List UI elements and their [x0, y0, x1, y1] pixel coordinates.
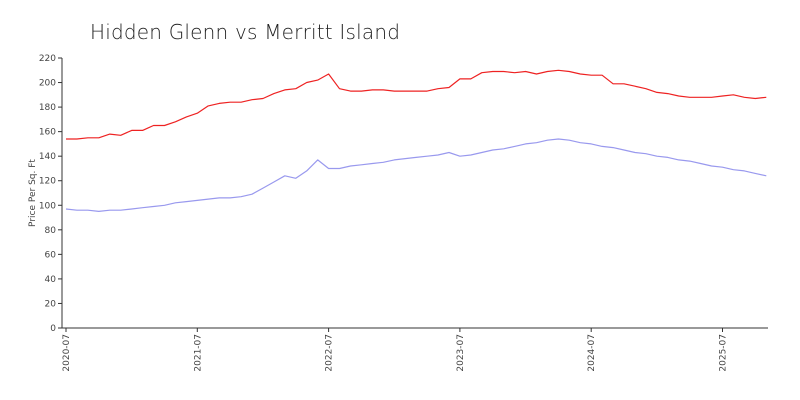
y-tick-label: 220: [39, 54, 56, 64]
y-axis-title: Price Per Sq. Ft: [28, 159, 38, 227]
x-tick-label: 2021-07: [193, 334, 203, 372]
y-tick-label: 80: [45, 226, 57, 236]
y-tick-label: 140: [39, 152, 56, 162]
y-tick-label: 0: [50, 324, 56, 334]
y-tick-label: 200: [39, 79, 56, 89]
x-tick-label: 2024-07: [587, 334, 597, 372]
plot-area: 0 20 40 60 80 100 120 140 160 180 200 220 2020-07 202…: [39, 54, 768, 372]
y-tick-label: 40: [45, 275, 57, 285]
y-tick-label: 20: [45, 299, 57, 309]
y-tick-label: 100: [39, 201, 56, 211]
x-tick-label: 2020-07: [62, 334, 72, 372]
y-tick-label: 180: [39, 103, 56, 113]
series-line-2: [65, 138, 767, 212]
x-tick-label: 2022-07: [325, 334, 335, 372]
x-tick-label: 2025-07: [719, 334, 729, 372]
y-tick-label: 160: [39, 128, 56, 138]
y-tick-label: 60: [45, 250, 57, 260]
x-tick-label: 2023-07: [456, 334, 466, 372]
y-tick-label: 120: [39, 177, 56, 187]
chart-title: Hidden Glenn vs Merritt Island: [90, 20, 401, 44]
series-line-1: [66, 69, 767, 140]
